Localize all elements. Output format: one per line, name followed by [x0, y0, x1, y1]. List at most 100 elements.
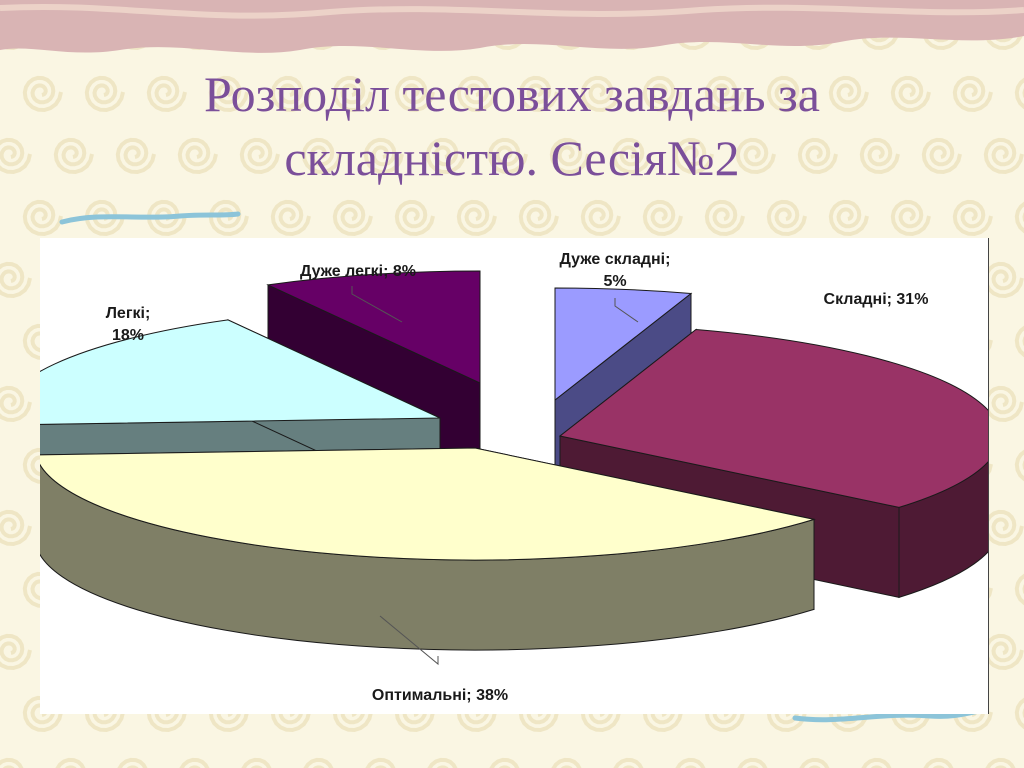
swirl [983, 509, 1024, 547]
swirl [22, 199, 63, 237]
swirl [673, 137, 714, 175]
swirl [1014, 325, 1024, 358]
swirl [365, 757, 396, 768]
slice-label-4: Легкі; [106, 305, 151, 322]
swirl [0, 137, 32, 175]
slice-top-face [40, 319, 441, 425]
swirl [303, 757, 334, 768]
swirl [0, 633, 32, 671]
swirl [799, 757, 830, 768]
swirl [985, 757, 1016, 768]
slice-top-face [40, 447, 815, 561]
swirl [456, 75, 497, 113]
swirl [239, 137, 280, 175]
swirl [983, 633, 1024, 671]
slice-top-face [558, 328, 988, 508]
swirl [394, 75, 435, 113]
swirl [1014, 449, 1024, 482]
swirl [179, 757, 210, 768]
swirl [427, 757, 458, 768]
swirl [766, 75, 807, 113]
swirl [1014, 201, 1024, 234]
swirl [117, 757, 148, 768]
pie-slice-3 [40, 447, 815, 651]
slide-title: Розподіл тестових завдань за складністю.… [0, 62, 1024, 190]
swirl [1014, 77, 1024, 110]
swirl [270, 199, 311, 237]
swirl [580, 199, 621, 237]
swirl [270, 75, 311, 113]
swirl [425, 137, 466, 175]
swirl [983, 261, 1024, 299]
swirl [1014, 573, 1024, 606]
swirl [828, 199, 869, 237]
swirl [642, 75, 683, 113]
blue-stroke-top [59, 211, 241, 225]
slide-title-line-1: Розподіл тестових завдань за [204, 66, 820, 122]
swirl [301, 137, 342, 175]
slice-label-2: Складні; 31% [824, 291, 929, 308]
swirl [363, 137, 404, 175]
swirl [84, 75, 125, 113]
slice-label-4-value: 18% [112, 327, 144, 344]
swirl [580, 75, 621, 113]
top-band-highlight [0, 3, 1024, 19]
slice-label-3: Оптимальні; 38% [372, 687, 508, 704]
slice-label-5: Дуже легкі; 8% [300, 263, 416, 280]
swirl [53, 137, 94, 175]
swirl [735, 137, 776, 175]
swirl [766, 199, 807, 237]
swirl [861, 757, 892, 768]
swirl [332, 75, 373, 113]
swirl [487, 137, 528, 175]
swirl [890, 199, 931, 237]
swirl [952, 199, 993, 237]
swirl [642, 199, 683, 237]
swirl [518, 75, 559, 113]
swirl [0, 385, 32, 423]
swirl [241, 757, 272, 768]
slice-top-face [554, 287, 693, 402]
swirl [489, 757, 520, 768]
slide-title-line-2: складністю. Сесія№2 [284, 130, 740, 186]
swirl [923, 757, 954, 768]
swirl [332, 199, 373, 237]
swirl [1014, 697, 1024, 730]
swirl [177, 137, 218, 175]
chart-area: Дуже складні; 5% Складні; 31% Оптимальні; 3… [40, 238, 989, 714]
swirl [859, 137, 900, 175]
swirl [828, 75, 869, 113]
swirl [518, 199, 559, 237]
slice-outer-wall [898, 461, 988, 599]
swirl [394, 199, 435, 237]
swirl [55, 757, 86, 768]
slice-label-1-value: 5% [603, 273, 626, 290]
swirl [22, 75, 63, 113]
swirl [890, 75, 931, 113]
swirl [952, 75, 993, 113]
swirl [0, 757, 24, 768]
swirl [704, 199, 745, 237]
swirl [704, 75, 745, 113]
swirl [0, 261, 32, 299]
leader-line [379, 615, 439, 666]
pie-chart: Дуже складні; 5% Складні; 31% Оптимальні; 3… [40, 251, 988, 704]
swirl [456, 199, 497, 237]
swirl [613, 757, 644, 768]
swirl [208, 199, 249, 237]
swirl [84, 199, 125, 237]
swirl [208, 75, 249, 113]
swirl [983, 385, 1024, 423]
leader-line [351, 286, 403, 323]
slice-top-face [266, 270, 481, 384]
swirl [549, 137, 590, 175]
swirl [146, 199, 187, 237]
swirl [611, 137, 652, 175]
swirl [737, 757, 768, 768]
swirl [0, 509, 32, 547]
swirl [797, 137, 838, 175]
swirl [675, 757, 706, 768]
leader-line [614, 298, 639, 323]
slice-label-1: Дуже складні; [560, 251, 671, 268]
swirl [551, 757, 582, 768]
